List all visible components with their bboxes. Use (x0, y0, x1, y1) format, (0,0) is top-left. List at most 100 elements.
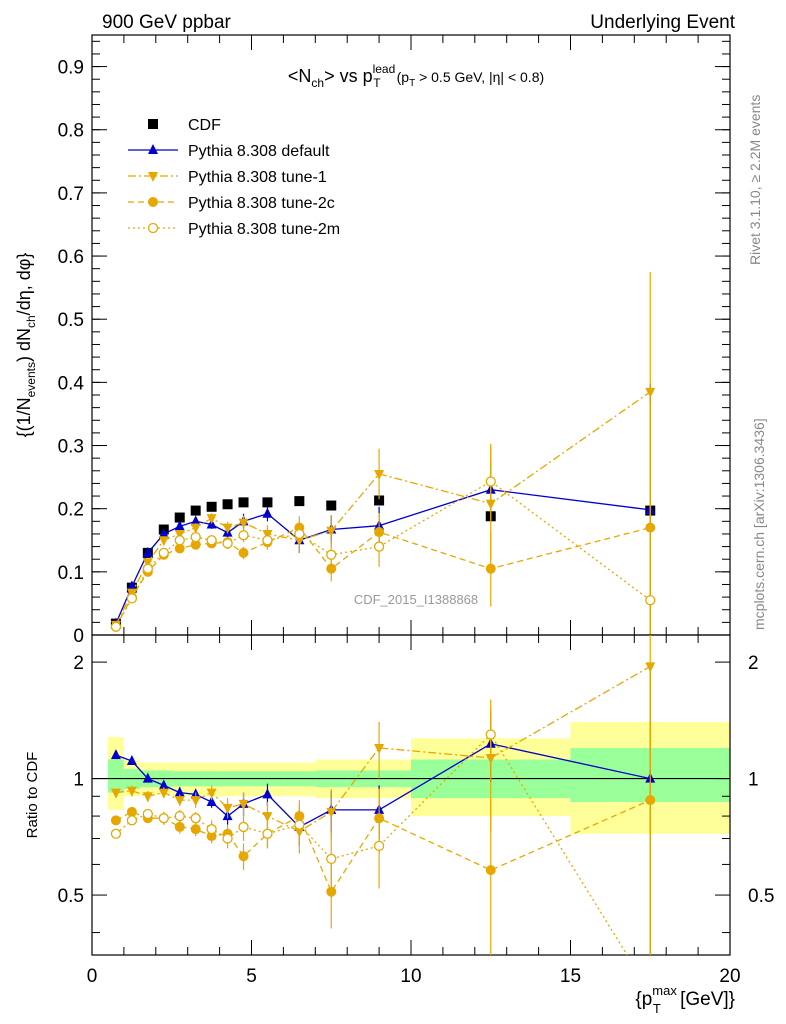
ratio-point (485, 729, 496, 740)
ratio-point (373, 840, 385, 852)
ratio-point (110, 788, 121, 799)
main-point (326, 500, 337, 511)
main-point (158, 547, 169, 559)
ratio-point (142, 808, 153, 820)
ratio-x-tick-label: 0 (87, 966, 98, 987)
main-y-tick-label: 0 (73, 626, 84, 647)
main-y-tick-label: 0.9 (58, 58, 84, 79)
mcplots-label: mcplots.cern.ch [arXiv:1306.3436] (751, 418, 767, 630)
main-point (190, 523, 201, 534)
main-watermark: CDF_2015_I1388868 (354, 592, 478, 607)
ratio-point (110, 815, 121, 826)
legend-item: Pythia 8.308 default (128, 143, 330, 160)
legend-label: Pythia 8.308 default (188, 143, 330, 160)
main-point (126, 593, 138, 604)
ratio-point (126, 806, 137, 817)
ratio-y-tick-label: 1 (73, 770, 84, 791)
legend-marker (147, 222, 159, 234)
main-point (126, 580, 137, 591)
main-point (222, 499, 233, 510)
main-y-tick-label: 0.3 (58, 437, 84, 458)
ratio-point (158, 788, 169, 799)
main-panel: 0 0.1 0.2 0.3 0.4 0.5 0.6 0.7 0.8 0.9 CDF_2015_I1… (14, 34, 731, 647)
ratio-point (174, 810, 185, 822)
main-y-tick-label: 0.4 (58, 373, 85, 394)
main-point (294, 496, 305, 507)
main-point (238, 530, 249, 541)
ratio-point (262, 828, 273, 839)
ratio-point (158, 779, 169, 790)
legend-marker (148, 197, 158, 207)
ratio-y-tick-label: 0.5 (58, 886, 84, 907)
ratio-x-tick-label: 15 (560, 966, 581, 987)
main-point (222, 538, 233, 549)
main-point (222, 523, 233, 534)
legend-item: Pythia 8.308 tune-2c (128, 195, 335, 212)
main-point (206, 535, 217, 546)
ratio-series-3 (110, 699, 651, 955)
ratio-point (326, 807, 337, 818)
legend-label: Pythia 8.308 tune-2c (188, 195, 335, 212)
legend-item: Pythia 8.308 tune-2m (128, 221, 340, 238)
main-point (174, 520, 185, 531)
ratio-point (174, 821, 185, 832)
legend-label: Pythia 8.308 tune-2m (188, 221, 340, 238)
main-point (262, 507, 273, 518)
main-point (485, 563, 496, 574)
main-y-tick-label: 0.1 (58, 563, 84, 584)
ratio-x-label: {pmax T [GeV]} (635, 983, 735, 1016)
ratio-point (110, 749, 121, 760)
main-point (373, 541, 385, 552)
legend-label: Pythia 8.308 tune-1 (188, 169, 327, 186)
main-point (158, 536, 169, 547)
ratio-point (142, 792, 153, 803)
ratio-point (222, 833, 233, 844)
main-point (174, 529, 185, 540)
main-point (174, 543, 185, 554)
legend-marker (148, 172, 158, 182)
main-title: <Nch> vs plead T (pT > 0.5 GeV, |η| < 0.8) (288, 62, 544, 90)
legend: CDF Pythia 8.308 default Pythia 8.308 tune… (128, 117, 340, 238)
ratio-series-line-1 (115, 665, 651, 833)
ratio-point (262, 788, 273, 799)
main-point (262, 497, 273, 508)
main-y-tick-label: 0.6 (58, 247, 84, 268)
ratio-point (158, 813, 169, 824)
main-y-tick-label: 0.2 (58, 500, 84, 521)
main-series-line-2 (115, 391, 651, 626)
ratio-point (206, 795, 217, 806)
ratio-y-tick-label: 2 (73, 653, 84, 674)
ratio-point (126, 755, 137, 766)
main-point (110, 621, 122, 632)
ratio-point (110, 828, 122, 839)
main-point (294, 528, 305, 540)
ratio-y-tick-label-right: 1 (748, 770, 759, 791)
main-point (238, 547, 249, 558)
main-point (262, 535, 273, 546)
ratio-point (206, 824, 217, 835)
main-point (174, 512, 185, 523)
main-point (142, 546, 153, 557)
ratio-point (126, 786, 137, 797)
ratio-y-tick-label-right: 0.5 (748, 886, 774, 907)
main-point (238, 518, 249, 529)
legend-item: CDF (148, 117, 221, 134)
ratio-point (222, 803, 233, 814)
main-point (238, 497, 249, 508)
legend-label: CDF (188, 117, 221, 134)
ratio-x-tick-label: 10 (400, 966, 421, 987)
ratio-point (142, 772, 153, 783)
ratio-point (126, 815, 138, 826)
ratio-x-tick-label: 5 (246, 966, 257, 987)
ratio-point (190, 796, 201, 807)
main-point (174, 535, 185, 546)
main-point (485, 476, 496, 487)
main-series-4 (110, 443, 656, 635)
ratio-point (238, 821, 249, 833)
ratio-point (485, 865, 496, 876)
ratio-point (190, 813, 201, 824)
ratio-point (645, 662, 656, 673)
main-y-label: {(1/Nevents) dNch/dη, dφ} (14, 253, 38, 438)
main-y-tick-label: 0.7 (58, 184, 84, 205)
